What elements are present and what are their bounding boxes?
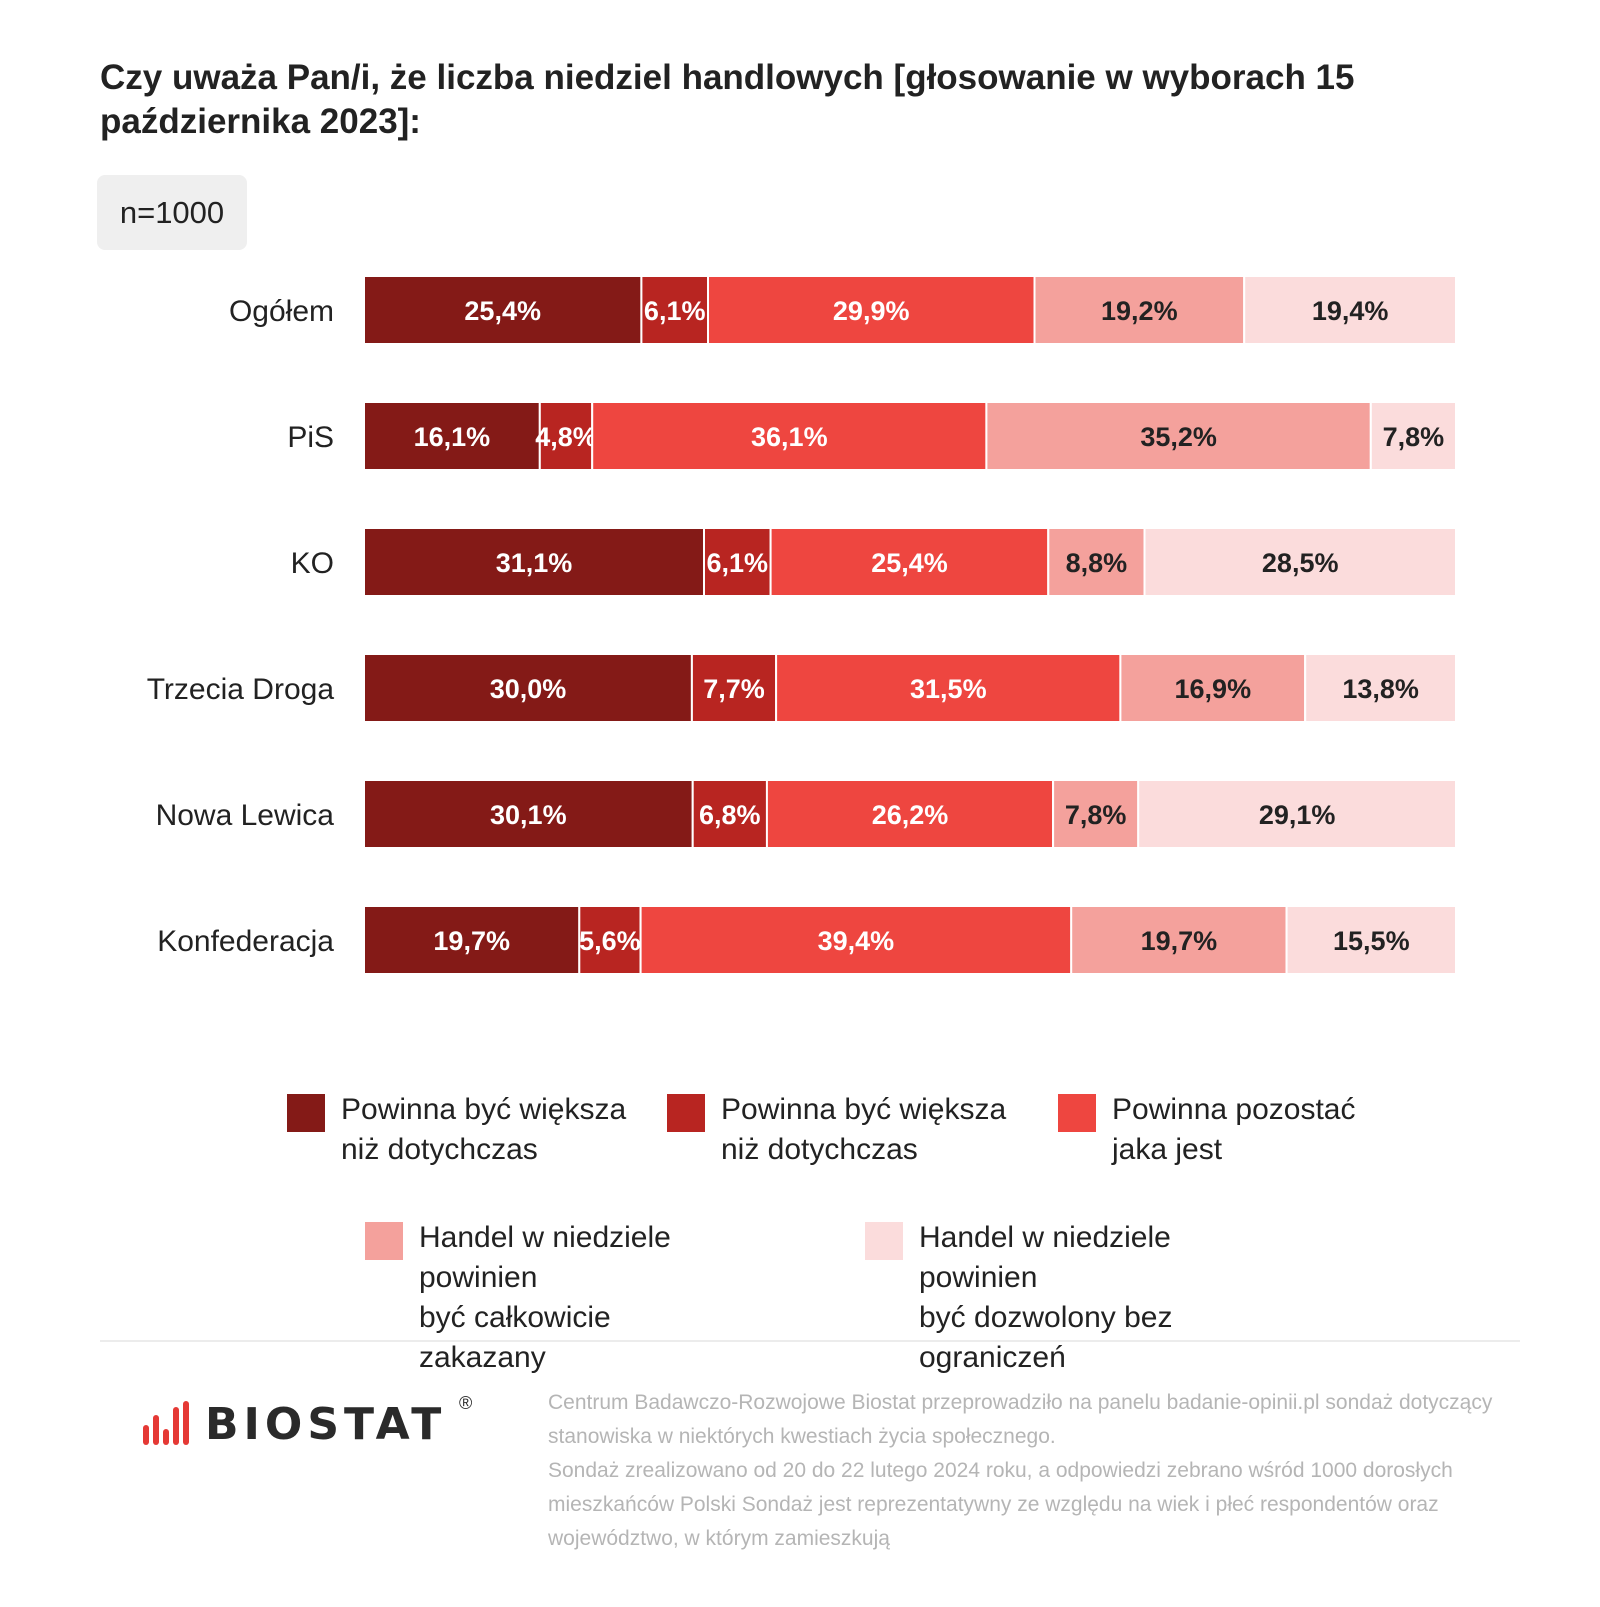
legend-label: Powinna pozostać jaka jest <box>1112 1093 1356 1166</box>
bar-segment <box>363 653 693 723</box>
registered-mark: ® <box>459 1393 473 1413</box>
legend-swatch <box>1058 1094 1096 1132</box>
data-label: 26,2% <box>872 800 949 830</box>
bar-segment <box>775 653 1122 723</box>
legend-label: Powinna być większa niż dotychczas <box>721 1093 1007 1166</box>
bar-segment <box>640 275 710 345</box>
bar-segment <box>707 275 1036 345</box>
data-label: 30,1% <box>490 800 567 830</box>
data-label: 13,8% <box>1342 674 1419 704</box>
data-label: 28,5% <box>1262 548 1339 578</box>
bar-segment <box>690 653 778 723</box>
data-label: 35,2% <box>1140 422 1217 452</box>
bar-segment <box>363 401 541 471</box>
bar-segment <box>363 779 694 849</box>
data-label: 6,1% <box>707 548 769 578</box>
bar-segment <box>1285 905 1457 975</box>
data-label: 7,8% <box>1065 800 1127 830</box>
legend-swatch <box>667 1094 705 1132</box>
data-label: 36,1% <box>751 422 828 452</box>
category-label: Nowa Lewica <box>156 799 335 832</box>
data-label: 30,0% <box>490 674 567 704</box>
category-label: KO <box>291 547 334 580</box>
data-label: 7,7% <box>703 674 765 704</box>
data-label: 31,5% <box>910 674 987 704</box>
bar-segment <box>703 527 772 597</box>
methodology-note: Centrum Badawczo-Rozwojowe Biostat przep… <box>548 1386 1508 1556</box>
stacked-bar-chart: Ogółem 25,4% 6,1% 29,9% 19,2% 19,4% PiS 16,1% 4,… <box>147 275 1458 975</box>
data-label: 19,7% <box>433 926 510 956</box>
bar-segment <box>363 275 643 345</box>
data-label: 39,4% <box>818 926 895 956</box>
footer-divider <box>100 1340 1520 1342</box>
legend-label: Handel w niedziele powinien być dozwolony… <box>919 1221 1173 1374</box>
data-label: 6,8% <box>699 800 761 830</box>
data-label: 5,6% <box>579 926 641 956</box>
data-label: 19,7% <box>1141 926 1218 956</box>
bar-segment <box>765 779 1055 849</box>
logo-bars-icon <box>143 1401 189 1445</box>
category-label: Ogółem <box>229 295 334 328</box>
bar-segment <box>1304 653 1457 723</box>
legend-label: Handel w niedziele powinien być całkowici… <box>419 1221 671 1374</box>
bar-segment <box>1243 275 1457 345</box>
data-label: 31,1% <box>496 548 573 578</box>
bar-segment <box>1047 527 1146 597</box>
bar-segment <box>1119 653 1307 723</box>
bar-segment <box>985 401 1372 471</box>
legend-swatch <box>287 1094 325 1132</box>
bar-segment <box>769 527 1050 597</box>
data-label: 4,8% <box>535 422 597 452</box>
logo-text: BIOSTAT <box>205 1399 447 1450</box>
methodology-paragraph-2: Sondaż zrealizowano od 20 do 22 lutego 2… <box>548 1459 1453 1550</box>
biostat-logo: BIOSTAT ® <box>143 1393 483 1455</box>
bar-segment <box>578 905 642 975</box>
data-label: 15,5% <box>1333 926 1410 956</box>
legend-swatch <box>865 1222 903 1260</box>
data-label: 19,2% <box>1101 296 1178 326</box>
legend-swatch <box>365 1222 403 1260</box>
bar-segment <box>538 401 594 471</box>
category-label: PiS <box>287 421 334 454</box>
data-label: 25,4% <box>871 548 948 578</box>
category-label: Trzecia Droga <box>147 673 335 706</box>
data-label: 7,8% <box>1383 422 1445 452</box>
category-label: Konfederacja <box>157 925 334 958</box>
data-label: 29,1% <box>1259 800 1336 830</box>
data-label: 16,9% <box>1175 674 1252 704</box>
bar-segment <box>639 905 1073 975</box>
data-label: 29,9% <box>833 296 910 326</box>
bar-segment <box>1369 401 1458 471</box>
legend-label: Powinna być większa niż dotychczas <box>341 1093 627 1166</box>
bar-segment <box>691 779 769 849</box>
bar-segment <box>1070 905 1288 975</box>
chart-title: Czy uważa Pan/i, że liczba niedziel hand… <box>100 58 1355 141</box>
bar-segment <box>1143 527 1457 597</box>
data-label: 16,1% <box>414 422 491 452</box>
bar-segment <box>591 401 988 471</box>
methodology-paragraph-1: Centrum Badawczo-Rozwojowe Biostat przep… <box>548 1391 1493 1448</box>
data-label: 8,8% <box>1066 548 1128 578</box>
sample-size-badge: n=1000 <box>97 175 247 250</box>
data-label: 6,1% <box>644 296 706 326</box>
data-label: 25,4% <box>464 296 541 326</box>
bar-segment <box>1137 779 1457 849</box>
data-label: 19,4% <box>1312 296 1389 326</box>
